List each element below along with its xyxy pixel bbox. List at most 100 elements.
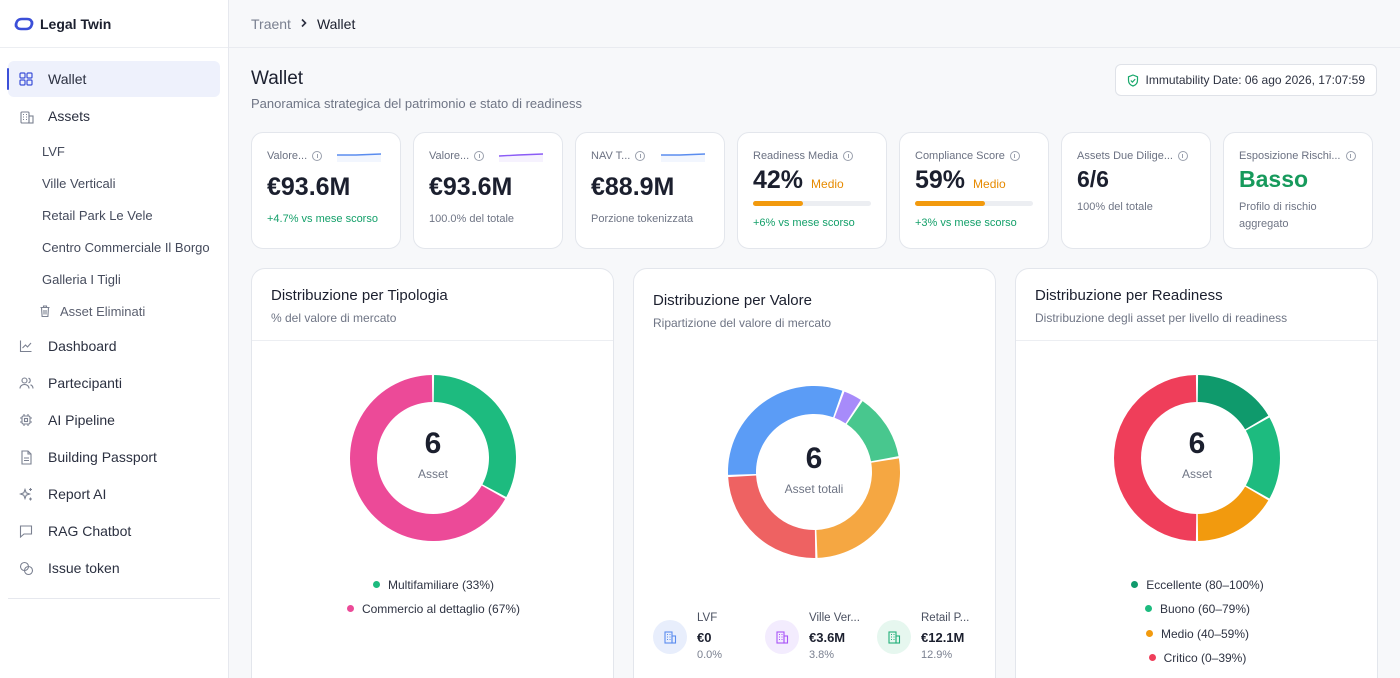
kpi-card-esposizione-rischio[interactable]: Esposizione Rischi... Basso Profilo di r… [1223, 132, 1373, 249]
sparkles-icon [18, 486, 34, 502]
kpi-value: €93.6M [429, 173, 513, 201]
donut-slice[interactable] [433, 375, 516, 498]
coins-icon [18, 560, 34, 576]
info-icon[interactable] [474, 151, 485, 161]
info-icon[interactable] [1009, 151, 1020, 161]
kpi-card-due-diligence[interactable]: Assets Due Dilige... 6/6 100% del totale [1061, 132, 1211, 249]
chevron-right-icon [300, 16, 308, 31]
donut-slice[interactable] [1197, 486, 1269, 541]
info-icon[interactable] [635, 151, 646, 161]
info-icon[interactable] [312, 151, 323, 161]
donut-slice[interactable] [816, 458, 900, 558]
info-icon[interactable] [843, 151, 853, 161]
sidebar-item-label: Issue token [48, 560, 120, 576]
kpi-value: €93.6M [267, 173, 351, 201]
card-title: Distribuzione per Valore [653, 292, 812, 309]
sidebar-item-label: Assets [48, 108, 91, 124]
sidebar-asset-lvf[interactable]: LVF [42, 143, 65, 159]
sidebar-item-rag-chatbot[interactable]: RAG Chatbot [8, 513, 220, 549]
chart-cards: Distribuzione per Tipologia % del valore… [251, 268, 1378, 678]
building-icon [877, 620, 911, 654]
card-distribuzione-readiness: Distribuzione per Readiness Distribuzion… [1015, 268, 1378, 678]
legend-dot [1145, 630, 1153, 637]
legend-item[interactable]: Critico (0–39%) [1016, 651, 1377, 665]
kpi-card-compliance-score[interactable]: Compliance Score 59% Medio +3% vs mese sc… [899, 132, 1049, 249]
donut-chart[interactable] [1113, 374, 1281, 542]
sidebar-asset-retail-park[interactable]: Retail Park Le Vele [42, 207, 153, 223]
donut-chart[interactable] [727, 385, 901, 559]
kpi-label-text: Compliance Score [915, 150, 1005, 162]
legend-item[interactable]: Eccellente (80–100%) [1016, 578, 1377, 592]
donut-slice[interactable] [350, 375, 506, 541]
kpi-label: Valore... [267, 150, 400, 162]
app-logo[interactable]: Legal Twin [0, 0, 228, 48]
kpi-card-valore-mercato[interactable]: Valore... €93.6M +4.7% vs mese scorso [251, 132, 401, 249]
legend-item[interactable]: Medio (40–59%) [1016, 627, 1377, 641]
sidebar-item-wallet[interactable]: Wallet [7, 61, 220, 97]
donut-slice[interactable] [1197, 375, 1269, 430]
kpi-label-text: Esposizione Rischi... [1239, 150, 1341, 162]
building-icon [653, 620, 687, 654]
breadcrumb: Traent Wallet [229, 0, 1400, 48]
asset-value: €12.1M [921, 630, 965, 645]
asset-name: Retail P... [921, 612, 970, 624]
sidebar-item-partecipanti[interactable]: Partecipanti [8, 365, 220, 401]
kpi-label: Readiness Media [753, 150, 886, 162]
progress-fill [753, 201, 803, 206]
sidebar-asset-galleria[interactable]: Galleria I Tigli [42, 271, 121, 287]
asset-name: Ville Ver... [809, 612, 860, 624]
sidebar-item-label: Report AI [48, 486, 107, 502]
donut-slice[interactable] [1245, 417, 1280, 499]
legend-item[interactable]: Commercio al dettaglio (67%) [252, 602, 613, 616]
asset-item[interactable]: Ville Ver... €3.6M 3.8% [765, 611, 877, 661]
breadcrumb-root[interactable]: Traent [251, 15, 291, 32]
kpi-value-text: 42% [753, 166, 804, 194]
donut-slice[interactable] [846, 401, 899, 462]
kpi-card-nav-tokenizzato[interactable]: NAV T... €88.9M Porzione tokenizzata [575, 132, 725, 249]
sidebar-item-label: Wallet [48, 71, 87, 87]
asset-value: €0 [697, 630, 712, 645]
sidebar-item-building-passport[interactable]: Building Passport [8, 439, 220, 475]
sidebar-item-issue-token[interactable]: Issue token [8, 550, 220, 586]
sidebar-item-ai-pipeline[interactable]: AI Pipeline [8, 402, 220, 438]
legend-dot [1131, 581, 1139, 588]
asset-item[interactable]: Retail P... €12.1M 12.9% [877, 611, 989, 661]
donut-chart[interactable] [349, 374, 517, 542]
donut-slice[interactable] [728, 386, 843, 475]
info-icon[interactable] [1177, 151, 1188, 161]
legend-item[interactable]: Buono (60–79%) [1016, 602, 1377, 616]
sidebar-deleted-assets[interactable]: Asset Eliminati [0, 295, 228, 327]
asset-item[interactable]: LVF €0 0.0% [653, 611, 765, 661]
kpi-card-readiness-media[interactable]: Readiness Media 42% Medio +6% vs mese sco… [737, 132, 887, 249]
legend-label: Multifamiliare (33%) [387, 578, 495, 592]
legend-label: Medio (40–59%) [1160, 627, 1250, 641]
donut-slice[interactable] [834, 391, 861, 424]
card-subtitle: % del valore di mercato [271, 311, 397, 325]
kpi-label-text: Valore... [267, 150, 308, 162]
info-icon[interactable] [1345, 151, 1356, 161]
legend-dot [346, 605, 354, 612]
legend-dot [1144, 605, 1152, 612]
building-icon [18, 108, 34, 124]
sidebar-nav: Wallet Assets LVF Ville Verticali Retail… [0, 48, 228, 599]
building-icon [765, 620, 799, 654]
sidebar-item-dashboard[interactable]: Dashboard [8, 328, 220, 364]
status-badge: Medio [811, 177, 844, 191]
sidebar-item-report-ai[interactable]: Report AI [8, 476, 220, 512]
card-distribuzione-valore: Distribuzione per Valore Ripartizione de… [633, 268, 996, 678]
sidebar-item-label: RAG Chatbot [48, 523, 132, 539]
legend-item[interactable]: Multifamiliare (33%) [252, 578, 613, 592]
donut-slice[interactable] [1114, 375, 1197, 541]
sidebar-asset-ville-verticali[interactable]: Ville Verticali [42, 175, 116, 191]
card-divider [252, 340, 613, 341]
kpi-note: +4.7% vs mese scorso [267, 213, 378, 225]
sidebar-asset-centro-commerciale[interactable]: Centro Commerciale Il Borgo [42, 239, 210, 255]
donut-slice[interactable] [728, 475, 816, 558]
kpi-card-valore-totale[interactable]: Valore... €93.6M 100.0% del totale [413, 132, 563, 249]
donut-center-value: 6 [424, 427, 442, 460]
page-subtitle: Panoramica strategica del patrimonio e s… [251, 96, 582, 111]
sidebar-item-assets[interactable]: Assets [8, 98, 220, 134]
kpi-label: Esposizione Rischi... [1239, 150, 1372, 162]
card-subtitle: Distribuzione degli asset per livello di… [1035, 311, 1288, 325]
shield-check-icon [1127, 73, 1138, 87]
